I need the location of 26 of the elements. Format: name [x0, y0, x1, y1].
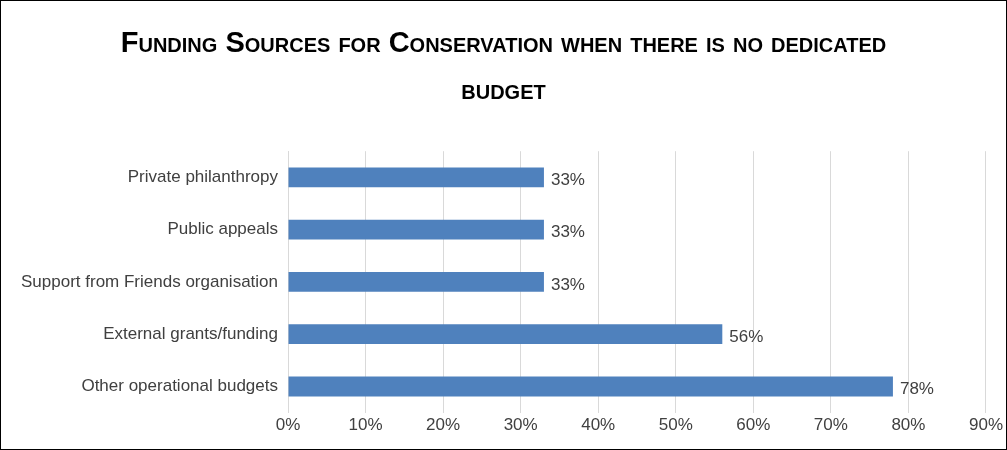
x-tick-label: 80% — [891, 415, 926, 435]
y-tick-label: Other operational budgets — [81, 376, 279, 396]
y-tick-label: External grants/funding — [103, 323, 279, 343]
x-tick-label: 90% — [968, 415, 1003, 435]
x-tick-label: 0% — [275, 415, 301, 435]
x-tick-label: 70% — [813, 415, 848, 435]
data-label: 78% — [899, 379, 934, 399]
data-label: 33% — [550, 274, 585, 294]
bar — [288, 167, 544, 188]
chart-title: Funding Sources for Conservation when there is no dedicated budget — [119, 25, 888, 107]
bar — [288, 219, 544, 240]
x-tick-label: 10% — [348, 415, 383, 435]
y-tick-label: Private philanthropy — [127, 167, 279, 187]
x-tick-label: 60% — [736, 415, 771, 435]
x-tick-label: 20% — [426, 415, 461, 435]
bar — [288, 324, 723, 345]
data-label: 33% — [550, 170, 585, 190]
x-tick-label: 30% — [503, 415, 538, 435]
bar — [288, 376, 893, 397]
data-label: 56% — [729, 326, 764, 346]
y-tick-label: Support from Friends organisation — [20, 271, 279, 291]
x-tick-label: 50% — [658, 415, 693, 435]
x-tick-label: 40% — [581, 415, 616, 435]
bar — [288, 271, 544, 292]
y-tick-label: Public appeals — [167, 219, 279, 239]
data-label: 33% — [550, 222, 585, 242]
